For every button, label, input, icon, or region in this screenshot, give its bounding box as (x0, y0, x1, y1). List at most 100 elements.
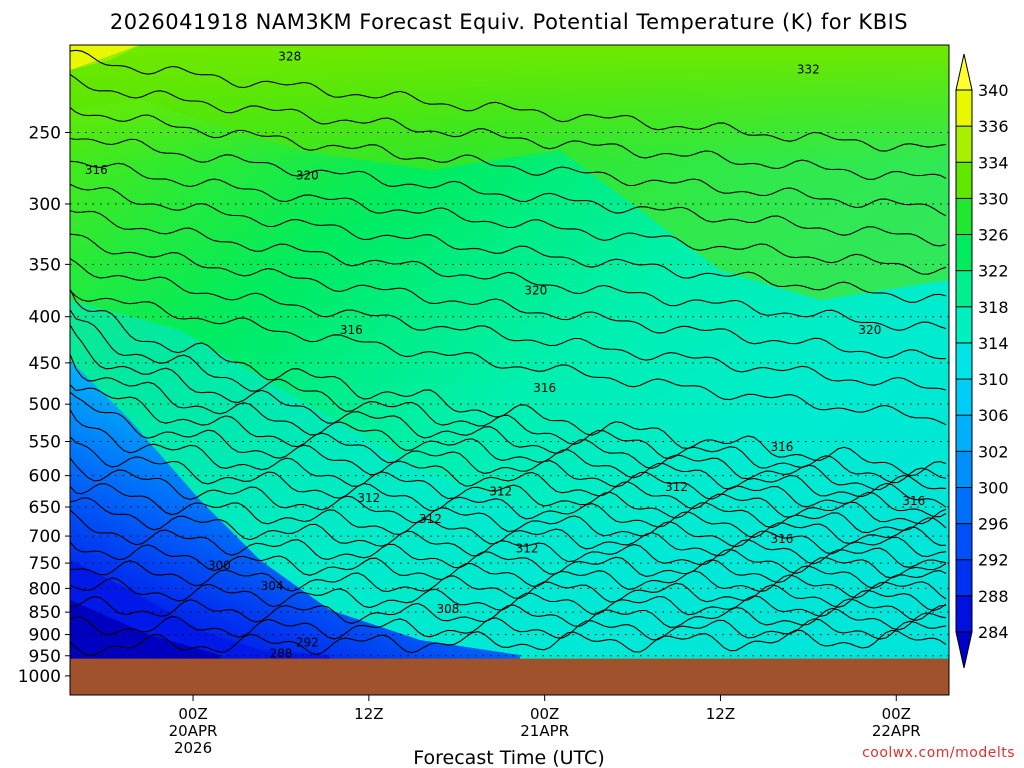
y-tick-label: 750 (29, 554, 61, 574)
colorbar-max-arrow (955, 53, 973, 91)
contour-label: 320 (296, 168, 319, 182)
contour-label: 316 (771, 440, 794, 454)
contour-label: 312 (665, 480, 688, 494)
colorbar: 284 288 292 296 300 302 306 310 314 318 322 326 330 3… (955, 53, 1009, 669)
plot-area: 328 332 316 320 320 316 320 316 316 312 312 312 316 3… (70, 45, 949, 695)
contour-label: 292 (296, 635, 319, 649)
contour-line (70, 409, 947, 534)
x-tick-label: 00Z (882, 705, 911, 723)
y-tick-label: 350 (29, 255, 61, 275)
contour-line (70, 560, 947, 612)
contour-label: 316 (533, 381, 556, 395)
y-tick-label: 650 (29, 498, 61, 518)
contour-label: 316 (771, 532, 794, 546)
y-tick-label: 850 (29, 603, 61, 623)
colorbar-label: 300 (978, 478, 1009, 497)
contour-label: 316 (85, 163, 108, 177)
colorbar-swatch (956, 126, 972, 163)
contour-line (70, 391, 947, 525)
colorbar-label: 302 (978, 442, 1009, 461)
colorbar-swatch (956, 415, 972, 452)
contour-line (70, 457, 947, 558)
contour-line (70, 483, 947, 568)
y-tick-label: 950 (29, 647, 61, 667)
contour-line (70, 629, 947, 657)
x-tick-label: 21APR (520, 722, 569, 740)
colorbar-label: 310 (978, 370, 1009, 389)
boundary-layer-cold-air (70, 360, 520, 660)
colorbar-label: 284 (978, 623, 1009, 642)
upper-air-green (70, 45, 949, 300)
colorbar-swatch (956, 306, 972, 343)
colorbar-label: 330 (978, 189, 1009, 208)
colorbar-swatch (956, 270, 972, 307)
contour-line (70, 290, 947, 426)
contour-labels: 328 332 316 320 320 316 320 316 316 312 312 312 316 3… (85, 50, 925, 661)
contour-label: 320 (524, 283, 547, 297)
contour-line (70, 258, 947, 391)
contour-label: 300 (208, 559, 231, 573)
contour-line (70, 353, 947, 508)
y-tick-label: 550 (29, 433, 61, 453)
contour-label: 316 (340, 323, 363, 337)
contour-line (70, 233, 947, 360)
x-tick-label: 00Z (530, 705, 559, 723)
colorbar-swatch (956, 487, 972, 524)
contour-line (70, 107, 947, 217)
x-tick-label: 12Z (354, 705, 383, 723)
colorbar-label: 322 (978, 262, 1009, 281)
contour-line (70, 288, 947, 477)
y-tick-label: 250 (29, 123, 61, 143)
colorbar-label: 292 (978, 551, 1009, 570)
contour-label: 316 (902, 494, 925, 508)
colorbar-swatch (956, 595, 972, 632)
colorbar-label: 318 (978, 298, 1009, 317)
y-tick-label: 400 (29, 308, 61, 328)
x-tick-label: 12Z (706, 705, 735, 723)
contour-line (70, 137, 947, 247)
contour-line (70, 160, 947, 275)
contour-label: 320 (858, 323, 881, 337)
contour-line (70, 541, 947, 600)
colorbar-swatch (956, 342, 972, 380)
colorbar-swatch (956, 523, 972, 560)
contour-label: 312 (419, 512, 442, 526)
contour-label: 332 (797, 63, 820, 77)
surface-coldest-pool (70, 600, 220, 660)
colorbar-swatch (956, 90, 972, 127)
contour-line (70, 324, 947, 491)
y-tick-label: 500 (29, 395, 61, 415)
ground-surface (70, 658, 949, 695)
x-axis-title: Forecast Time (UTC) (413, 747, 604, 768)
contour-line (70, 509, 947, 589)
contour-line (70, 309, 947, 484)
contour-line (70, 183, 947, 303)
colorbar-swatch (956, 451, 972, 488)
contour-line (70, 577, 947, 621)
y-tick-label: 800 (29, 579, 61, 599)
colorbar-label: 306 (978, 406, 1009, 425)
site-credit[interactable]: coolwx.com/modelts (862, 745, 1015, 761)
x-tick-label: 20APR (169, 722, 218, 740)
colorbar-label: 288 (978, 587, 1009, 606)
y-tick-label: 300 (29, 195, 61, 215)
chart-title: 2026041918 NAM3KM Forecast Equiv. Potent… (110, 10, 908, 34)
colorbar-label: 296 (978, 515, 1009, 534)
colorbar-min-arrow (955, 631, 973, 669)
contour-line (70, 74, 947, 180)
contour-label: 328 (278, 50, 301, 64)
isentrope-contours (70, 49, 947, 657)
contour-label: 288 (270, 647, 293, 661)
pressure-axis: 250 300 350 400 450 500 550 600 650 700 750 800 850 9… (18, 123, 70, 687)
contour-label: 312 (516, 542, 539, 556)
colorbar-label: 334 (978, 153, 1009, 172)
colorbar-swatch (956, 162, 972, 199)
contour-line (70, 615, 947, 641)
contour-line (70, 596, 947, 631)
contour-label: 312 (489, 485, 512, 499)
colorbar-label: 336 (978, 117, 1009, 136)
y-tick-label: 450 (29, 354, 61, 374)
contour-line (70, 49, 947, 152)
x-tick-label: 2026 (174, 739, 212, 757)
